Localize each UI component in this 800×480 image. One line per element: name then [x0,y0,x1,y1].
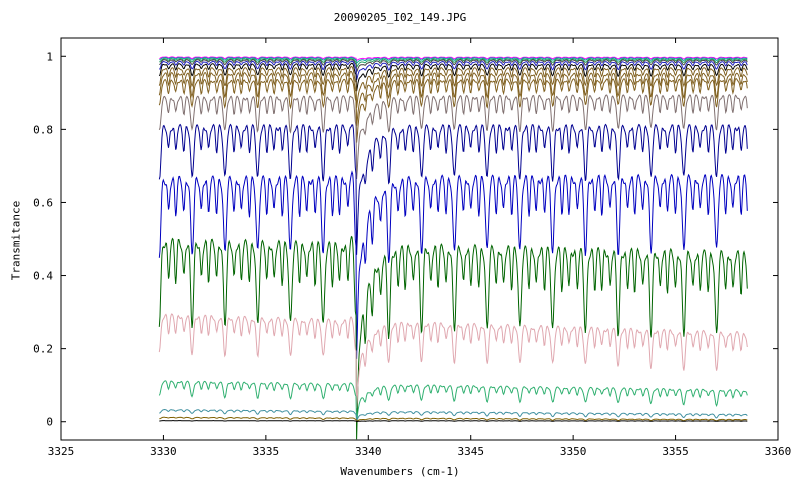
series-line-0 [159,56,748,62]
series-line-2 [159,58,748,69]
series-line-7 [158,70,748,127]
x-tick-label-4: 3345 [457,445,484,458]
series-line-16 [159,416,748,423]
plot-frame [60,37,779,441]
x-tick-label-2: 3335 [253,445,280,458]
y-axis-label: Transmitance [9,200,23,281]
x-tick-label-3: 3340 [355,445,382,458]
series-line-1 [159,57,748,65]
axes-layer: 3325 3330 3335 3340 3345 3350 3355 3360 0 0.2 0.4 0… [33,37,792,458]
x-tick-label-5: 3350 [560,445,587,458]
y-tick-label-4: 0.8 [33,123,53,136]
x-tick-label-6: 3355 [662,445,689,458]
series-line-3 [159,59,748,74]
chart-title: 20090205_I02_149.JPG [333,11,467,24]
series-line-11 [158,170,748,359]
series-line-17 [159,420,748,423]
series-line-9 [158,94,748,180]
series-line-6 [158,65,748,108]
y-tick-label-0: 0 [46,416,53,429]
series-line-8 [158,77,748,143]
x-tick-label-1: 3330 [150,445,177,458]
series-line-14 [158,380,748,420]
series-line-5 [158,62,748,92]
series-line-12 [158,235,748,440]
x-tick-label-0: 3325 [48,445,75,458]
y-tick-label-3: 0.6 [33,196,53,209]
series-line-13 [158,313,748,409]
x-tick-label-7: 3360 [765,445,792,458]
y-tick-label-2: 0.4 [33,270,53,283]
series-layer [158,56,748,440]
series-line-4 [159,60,748,81]
series-line-10 [158,123,748,255]
y-tick-label-1: 0.2 [33,343,53,356]
y-tick-label-5: 1 [46,50,53,63]
x-axis-label: Wavenumbers (cm-1) [340,465,460,478]
series-line-15 [159,408,748,422]
